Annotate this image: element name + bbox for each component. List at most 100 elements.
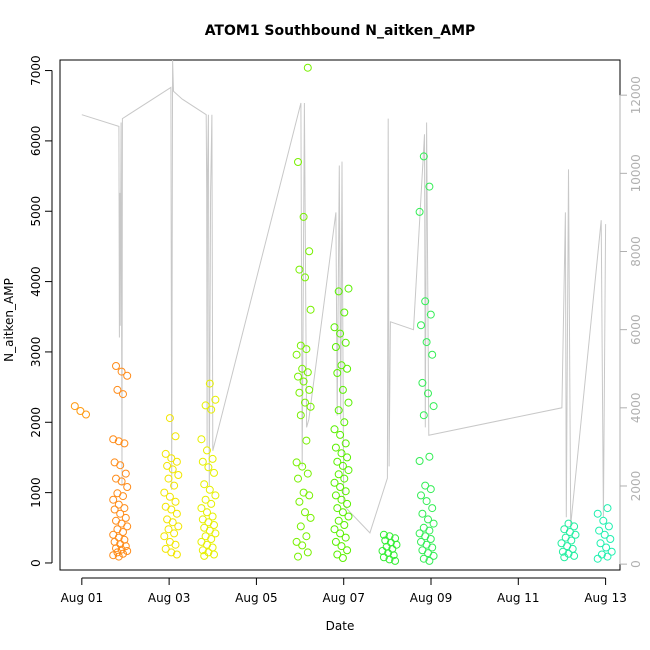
data-point — [208, 454, 217, 463]
data-point — [298, 462, 307, 471]
data-point — [305, 491, 314, 500]
data-point — [340, 308, 349, 317]
data-point — [593, 554, 602, 563]
data-point — [112, 544, 120, 553]
data-point — [112, 362, 120, 370]
data-point — [560, 553, 569, 562]
data-point — [174, 471, 183, 479]
data-point — [344, 284, 353, 293]
data-point — [198, 457, 207, 466]
data-point — [210, 550, 218, 559]
data-point — [119, 528, 127, 536]
data-point — [418, 509, 427, 518]
data-point — [110, 505, 119, 514]
data-point — [305, 247, 314, 256]
data-point — [419, 152, 428, 161]
data-point — [203, 508, 211, 517]
x-axis-label: Date — [326, 619, 355, 633]
data-point — [425, 452, 434, 461]
data-point — [164, 474, 173, 483]
data-point — [174, 522, 183, 531]
data-point — [303, 548, 312, 557]
data-point — [171, 432, 180, 441]
data-point — [170, 481, 179, 490]
y2-tick-label: 10000 — [629, 154, 643, 192]
y2-tick-label: 2000 — [629, 471, 643, 502]
data-point — [292, 458, 301, 467]
data-point — [201, 495, 210, 504]
data-point — [333, 457, 342, 466]
data-point — [334, 516, 343, 525]
data-point — [113, 385, 122, 394]
data-point — [197, 504, 206, 513]
y-tick-label: 3000 — [29, 337, 43, 368]
data-point — [418, 378, 427, 387]
data-point — [429, 402, 438, 411]
data-point — [164, 525, 173, 534]
data-point — [292, 350, 301, 359]
data-point — [302, 345, 311, 354]
data-point — [334, 287, 343, 296]
data-point — [205, 485, 214, 494]
data-point — [336, 483, 345, 491]
data-point — [113, 548, 122, 557]
data-point — [302, 532, 311, 541]
x-tick-label: Aug 07 — [322, 591, 365, 605]
y2-tick-label: 8000 — [629, 236, 643, 267]
data-point — [343, 453, 352, 462]
data-point — [338, 461, 347, 470]
data-point — [417, 321, 425, 330]
data-point — [419, 554, 428, 563]
data-point — [207, 405, 216, 414]
data-point — [207, 535, 216, 543]
data-point — [341, 338, 350, 347]
data-point — [603, 552, 612, 561]
data-point — [165, 492, 174, 501]
data-point — [109, 495, 118, 504]
data-point — [331, 343, 340, 351]
data-point — [200, 480, 209, 489]
data-point — [593, 509, 602, 518]
data-point — [426, 535, 435, 543]
y-tick-label: 2000 — [29, 407, 43, 438]
data-point — [604, 522, 613, 531]
y-tick-label: 5000 — [29, 196, 43, 227]
data-point — [340, 418, 349, 427]
data-point — [117, 477, 126, 486]
data-point — [426, 485, 435, 494]
data-point — [303, 368, 312, 377]
data-point — [429, 551, 438, 560]
x-tick-label: Aug 01 — [61, 591, 104, 605]
data-point — [571, 530, 580, 539]
data-point — [123, 547, 132, 555]
data-point — [595, 526, 604, 535]
data-point — [114, 437, 123, 446]
data-point — [333, 550, 342, 559]
data-point — [603, 504, 612, 513]
data-point — [116, 461, 125, 470]
data-point — [119, 492, 127, 501]
data-point — [172, 457, 181, 466]
data-point — [299, 212, 308, 221]
data-point — [389, 551, 398, 560]
data-point — [168, 465, 177, 474]
data-point — [116, 509, 125, 518]
data-point — [165, 414, 174, 423]
data-point — [337, 449, 346, 458]
data-point — [337, 361, 346, 370]
data-point — [337, 542, 346, 551]
data-point — [421, 481, 430, 490]
data-point — [123, 483, 132, 491]
y2-tick-label: 4000 — [629, 393, 643, 424]
data-point — [338, 508, 347, 517]
data-point — [123, 522, 132, 531]
data-point — [597, 550, 606, 559]
data-point — [116, 540, 125, 548]
secondary-series-line — [81, 59, 607, 534]
data-point — [296, 411, 305, 420]
y-tick-label: 0 — [29, 559, 43, 567]
data-point — [570, 551, 579, 560]
data-point — [428, 350, 437, 359]
data-point — [160, 532, 169, 541]
